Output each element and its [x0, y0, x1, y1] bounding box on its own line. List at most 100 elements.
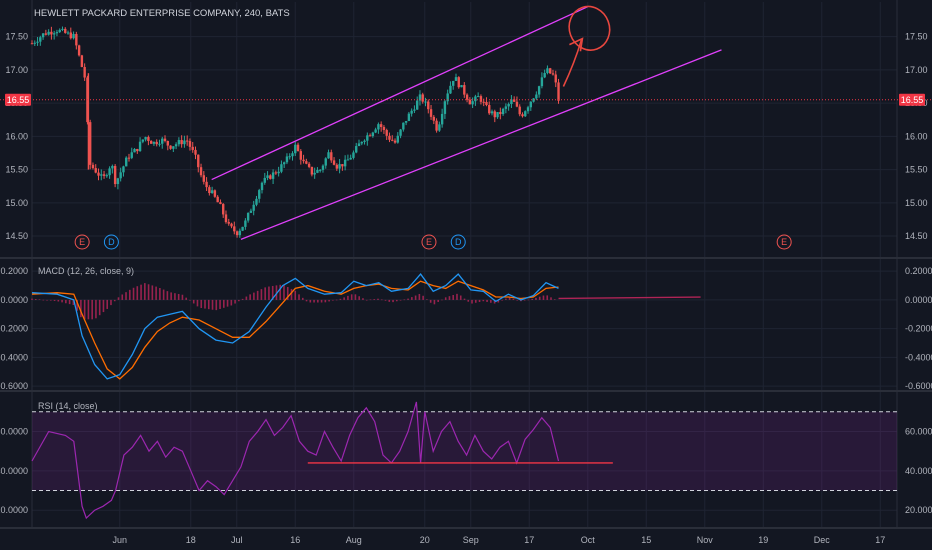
candle-body: [465, 94, 469, 100]
candle-body: [551, 73, 555, 75]
x-tick-0: Jun: [112, 535, 127, 545]
macd-histogram-bar: [493, 299, 496, 304]
candle-body: [144, 137, 147, 140]
macd-histogram-bar: [339, 298, 342, 300]
candle-body: [438, 124, 441, 131]
macd-histogram-bar: [444, 297, 447, 300]
macd-histogram-bar: [98, 299, 101, 316]
macd-histogram-bar: [57, 299, 60, 302]
event-marker-letter-3[interactable]: D: [455, 237, 462, 247]
event-marker-earnings-4[interactable]: [776, 234, 792, 250]
event-marker-letter-0[interactable]: E: [79, 237, 85, 247]
candle-body: [130, 152, 133, 158]
macd-histogram-bar: [411, 297, 413, 300]
macd-histogram-bar: [91, 299, 93, 320]
candle-body: [479, 96, 483, 102]
macd-histogram-bar: [531, 298, 533, 300]
x-tick-8: Oct: [581, 535, 596, 545]
macd-histogram-bar: [159, 288, 161, 300]
macd-histogram-bar: [223, 299, 225, 308]
candle-body: [537, 86, 541, 95]
candle-body: [360, 141, 363, 144]
candle-body: [302, 159, 305, 162]
candle-body: [238, 230, 242, 236]
macd-histogram-bar: [377, 298, 379, 300]
event-marker-earnings-2[interactable]: [421, 234, 437, 250]
candle-body: [352, 152, 355, 158]
x-tick-9: 15: [641, 535, 651, 545]
candle-body: [504, 106, 508, 109]
rsi-tick-right-0: 20.0000: [905, 505, 932, 515]
macd-histogram-bar: [189, 299, 191, 301]
event-marker-letter-4[interactable]: E: [781, 237, 787, 247]
candle-body: [424, 101, 427, 103]
candle-body: [393, 140, 397, 143]
candle-body: [72, 33, 75, 39]
candle-body: [382, 127, 386, 131]
macd-histogram-bar: [106, 299, 109, 309]
macd-histogram-bar: [155, 286, 157, 300]
event-marker-dividend-1[interactable]: [103, 234, 119, 250]
macd-histogram-bar: [279, 284, 282, 300]
macd-histogram-bar: [185, 297, 187, 300]
candle-body: [230, 223, 233, 227]
macd-histogram-bar: [467, 299, 470, 302]
current-price-badge-left-bg: [5, 93, 31, 106]
event-marker-earnings-0[interactable]: [74, 234, 90, 250]
macd-tick-right-4: 0.2000: [905, 266, 932, 276]
macd-histogram-bar: [317, 299, 319, 303]
candle-body: [396, 135, 399, 143]
event-marker-letter-2[interactable]: E: [426, 237, 432, 247]
candle-body: [501, 108, 505, 115]
candle-body: [546, 68, 549, 73]
current-price-badge-right-bg: [899, 93, 925, 106]
macd-histogram-bar: [256, 290, 259, 300]
macd-histogram-bar: [456, 293, 458, 300]
macd-histogram-bar: [350, 294, 353, 300]
candle-body: [432, 116, 436, 121]
candle-body: [61, 28, 64, 30]
candle-body: [271, 172, 275, 179]
candle-body: [368, 135, 372, 137]
candle-body: [407, 113, 411, 121]
macd-histogram-bar: [508, 297, 511, 300]
candle-body: [282, 162, 286, 165]
rsi-tick-left-2: 60.0000: [0, 426, 28, 436]
macd-histogram-bar: [422, 295, 424, 300]
event-marker-letter-1[interactable]: D: [108, 237, 115, 247]
candle-body: [39, 37, 42, 42]
candle-body: [216, 196, 219, 203]
macd-signal-line: [31, 280, 559, 380]
candle-body: [280, 164, 283, 172]
candle-body: [64, 28, 67, 33]
candle-body: [355, 146, 358, 153]
candle-body: [36, 41, 39, 43]
candle-body: [233, 226, 236, 232]
macd-tick-left-3: 0.0000: [0, 295, 28, 305]
candle-body: [235, 231, 239, 236]
macd-histogram-bar: [380, 299, 383, 301]
candle-body: [435, 120, 438, 131]
macd-histogram-bar: [215, 299, 218, 311]
macd-histogram-bar: [501, 299, 503, 301]
macd-histogram-bar: [324, 299, 327, 303]
macd-histogram-bar: [298, 294, 300, 300]
candle-body: [429, 109, 433, 117]
macd-histogram-bar: [294, 290, 297, 300]
macd-histogram-bar: [144, 283, 146, 300]
candle-body: [421, 94, 424, 102]
candle-body: [294, 144, 297, 154]
event-marker-dividend-3[interactable]: [450, 234, 466, 250]
macd-histogram-bar: [140, 284, 142, 300]
macd-histogram-bar: [328, 299, 330, 302]
macd-histogram-bar: [388, 299, 391, 302]
candle-body: [174, 144, 178, 147]
macd-pane-label: MACD (12, 26, close, 9): [38, 266, 134, 276]
macd-histogram-bar: [136, 286, 139, 300]
channel-lower-line: [240, 49, 722, 240]
candle-body: [335, 164, 339, 169]
candle-body: [404, 120, 408, 123]
candle-body: [307, 163, 311, 167]
